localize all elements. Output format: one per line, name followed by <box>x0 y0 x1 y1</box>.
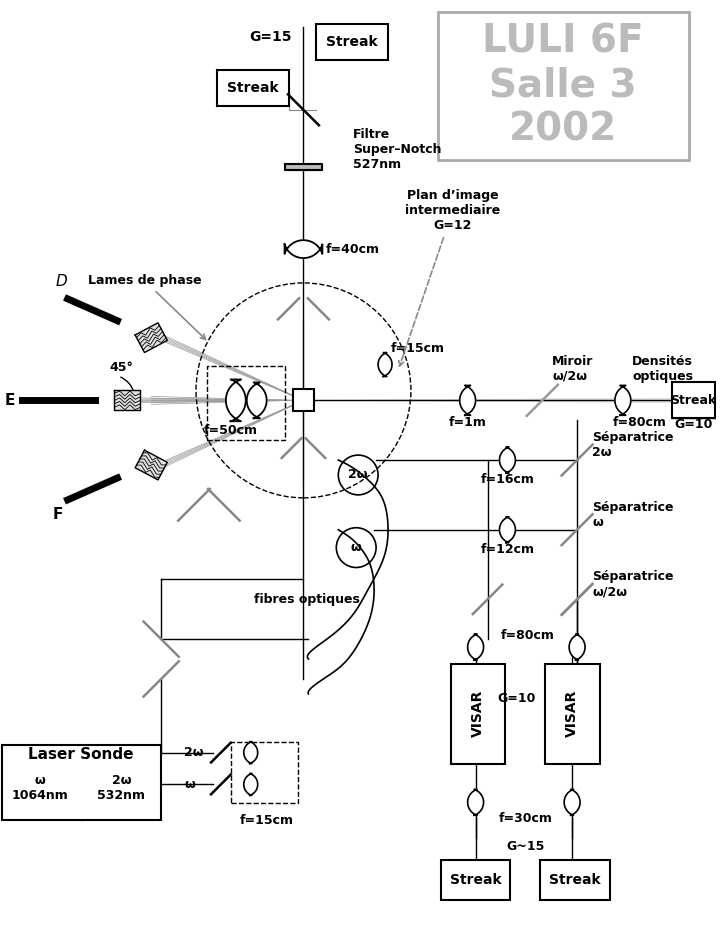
Text: VISAR: VISAR <box>471 690 485 738</box>
Bar <box>217 70 289 105</box>
Bar <box>672 382 716 418</box>
Text: G=10: G=10 <box>498 693 536 706</box>
Polygon shape <box>468 789 484 815</box>
Text: F: F <box>53 507 63 522</box>
Text: Streak: Streak <box>326 35 378 49</box>
Polygon shape <box>226 379 246 422</box>
Polygon shape <box>114 391 140 410</box>
Bar <box>451 664 505 763</box>
Text: f=12cm: f=12cm <box>480 543 534 556</box>
Text: 2ω: 2ω <box>348 469 368 482</box>
Text: f=50cm: f=50cm <box>204 423 258 437</box>
Text: Streak: Streak <box>227 81 279 95</box>
Bar <box>545 664 600 763</box>
Polygon shape <box>135 450 167 480</box>
Text: Densités
optiques: Densités optiques <box>632 355 693 382</box>
Polygon shape <box>284 164 323 169</box>
Polygon shape <box>468 634 484 660</box>
Polygon shape <box>569 634 585 660</box>
Text: ω
1064nm: ω 1064nm <box>12 774 68 803</box>
Polygon shape <box>378 353 392 376</box>
Text: Séparatrice
2ω: Séparatrice 2ω <box>592 431 673 459</box>
Text: f=80cm: f=80cm <box>500 629 554 642</box>
Bar <box>316 24 388 60</box>
Text: 2ω
532nm: 2ω 532nm <box>97 774 145 803</box>
Text: ω: ω <box>351 541 361 554</box>
Text: 45°: 45° <box>109 361 133 374</box>
Text: Streak: Streak <box>450 873 501 887</box>
Text: Filtre
Super–Notch
527nm: Filtre Super–Notch 527nm <box>354 128 441 171</box>
Bar <box>231 742 299 804</box>
Text: ω: ω <box>184 778 195 791</box>
Text: Miroir
ω/2ω: Miroir ω/2ω <box>552 355 593 382</box>
Polygon shape <box>247 382 266 418</box>
Bar <box>292 390 315 411</box>
Bar <box>438 12 688 160</box>
Text: Séparatrice
ω: Séparatrice ω <box>592 501 673 529</box>
Text: f=1m: f=1m <box>449 416 487 429</box>
Text: Séparatrice
ω/2ω: Séparatrice ω/2ω <box>592 570 673 598</box>
Text: f=15cm: f=15cm <box>391 343 445 355</box>
Text: f=40cm: f=40cm <box>325 243 379 256</box>
Text: f=80cm: f=80cm <box>613 416 667 429</box>
Bar <box>2 744 161 821</box>
Bar <box>441 860 510 900</box>
Text: 2ω: 2ω <box>184 746 204 759</box>
Bar <box>207 365 284 440</box>
Polygon shape <box>615 386 631 415</box>
Text: fibres optiques: fibres optiques <box>253 593 359 606</box>
Text: $D$: $D$ <box>55 273 68 289</box>
Text: f=15cm: f=15cm <box>240 814 294 827</box>
Text: Lames de phase: Lames de phase <box>88 274 206 340</box>
Text: G=15: G=15 <box>249 30 292 44</box>
Text: Laser Sonde: Laser Sonde <box>28 747 133 762</box>
Text: f=30cm: f=30cm <box>498 812 552 824</box>
Text: f=16cm: f=16cm <box>480 473 534 486</box>
Polygon shape <box>244 742 258 763</box>
Polygon shape <box>135 323 167 353</box>
Text: LULI 6F
Salle 3
2002: LULI 6F Salle 3 2002 <box>482 23 644 149</box>
Polygon shape <box>244 774 258 795</box>
Text: G~15: G~15 <box>506 839 544 853</box>
Polygon shape <box>500 447 516 473</box>
Text: Streak: Streak <box>549 873 601 887</box>
Text: VISAR: VISAR <box>565 690 579 738</box>
Text: Streak: Streak <box>670 394 716 407</box>
Polygon shape <box>564 789 580 815</box>
Text: Plan d’image
intermediaire
G=12: Plan d’image intermediaire G=12 <box>399 189 500 366</box>
Polygon shape <box>500 517 516 543</box>
Polygon shape <box>284 240 323 258</box>
Polygon shape <box>459 386 476 415</box>
Bar <box>540 860 610 900</box>
Text: G=10: G=10 <box>675 418 713 431</box>
Text: E: E <box>4 392 15 407</box>
